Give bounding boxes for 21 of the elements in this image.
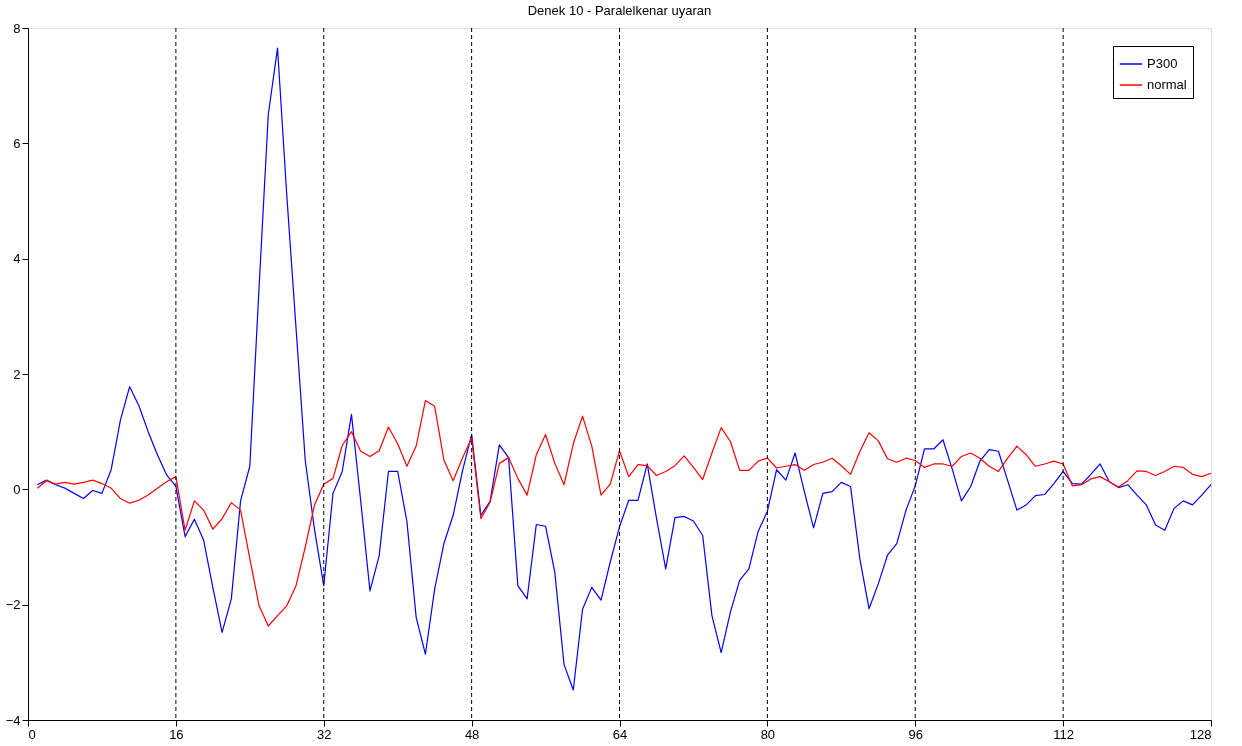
y-tick-label: −4 — [5, 712, 21, 728]
chart-title: Denek 10 - Paralelkenar uyaran — [527, 3, 712, 18]
x-tick-label: 48 — [464, 726, 480, 742]
x-tick-label: 16 — [169, 726, 184, 742]
y-tick-label: 4 — [13, 251, 21, 267]
x-tick-label: 32 — [317, 726, 332, 742]
y-tick-label: 2 — [13, 366, 21, 382]
y-tick-label: 8 — [13, 20, 21, 36]
legend-label: P300 — [1147, 56, 1178, 71]
x-tick-label: 96 — [908, 726, 923, 742]
x-tick-label: 112 — [1053, 726, 1074, 742]
x-tick-label: 64 — [612, 726, 628, 742]
y-tick-label: 6 — [13, 135, 21, 151]
x-tick-label: 128 — [1189, 726, 1212, 742]
line-series — [36, 47, 1212, 691]
line-series — [36, 399, 1212, 627]
legend-label: normal — [1147, 77, 1187, 92]
x-tick-label: 80 — [760, 726, 776, 742]
y-tick-label: −2 — [5, 597, 21, 613]
y-tick-label: 0 — [13, 481, 21, 497]
x-tick-label: 0 — [28, 726, 36, 742]
